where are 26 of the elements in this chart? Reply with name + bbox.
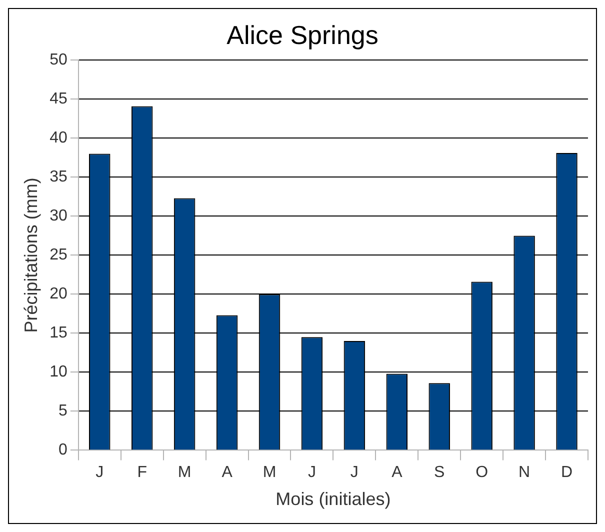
y-tick-label: 25 bbox=[50, 246, 68, 264]
x-tick-label: O bbox=[476, 464, 488, 482]
y-tick-label: 30 bbox=[50, 208, 68, 225]
x-tick-label: J bbox=[350, 464, 358, 482]
x-tick-label: N bbox=[518, 464, 530, 482]
x-tick-label: J bbox=[96, 464, 104, 482]
x-tick-label: A bbox=[222, 464, 233, 482]
y-tick-label: 40 bbox=[50, 130, 68, 147]
x-tick-label: J bbox=[308, 464, 316, 482]
chart-title: Alice Springs bbox=[226, 20, 378, 50]
y-tick-label: 5 bbox=[58, 402, 68, 420]
x-tick-label: A bbox=[392, 464, 403, 482]
x-tick-label: D bbox=[560, 464, 573, 482]
y-tick-label: 45 bbox=[50, 90, 68, 108]
y-tick-label: 20 bbox=[50, 286, 68, 303]
x-tick-label: M bbox=[262, 464, 276, 482]
y-tick-label: 10 bbox=[50, 364, 68, 381]
x-tick-label: F bbox=[137, 464, 148, 482]
x-tick-label: M bbox=[178, 464, 192, 482]
y-tick-label: 0 bbox=[58, 442, 68, 459]
y-tick-label: 35 bbox=[50, 168, 68, 186]
x-tick-label: S bbox=[434, 464, 445, 482]
y-axis-title: Précipitations (mm) bbox=[20, 178, 41, 333]
y-tick-label: 15 bbox=[50, 324, 68, 342]
y-tick-label: 50 bbox=[50, 52, 68, 69]
x-axis-title: Mois (initiales) bbox=[276, 489, 391, 510]
